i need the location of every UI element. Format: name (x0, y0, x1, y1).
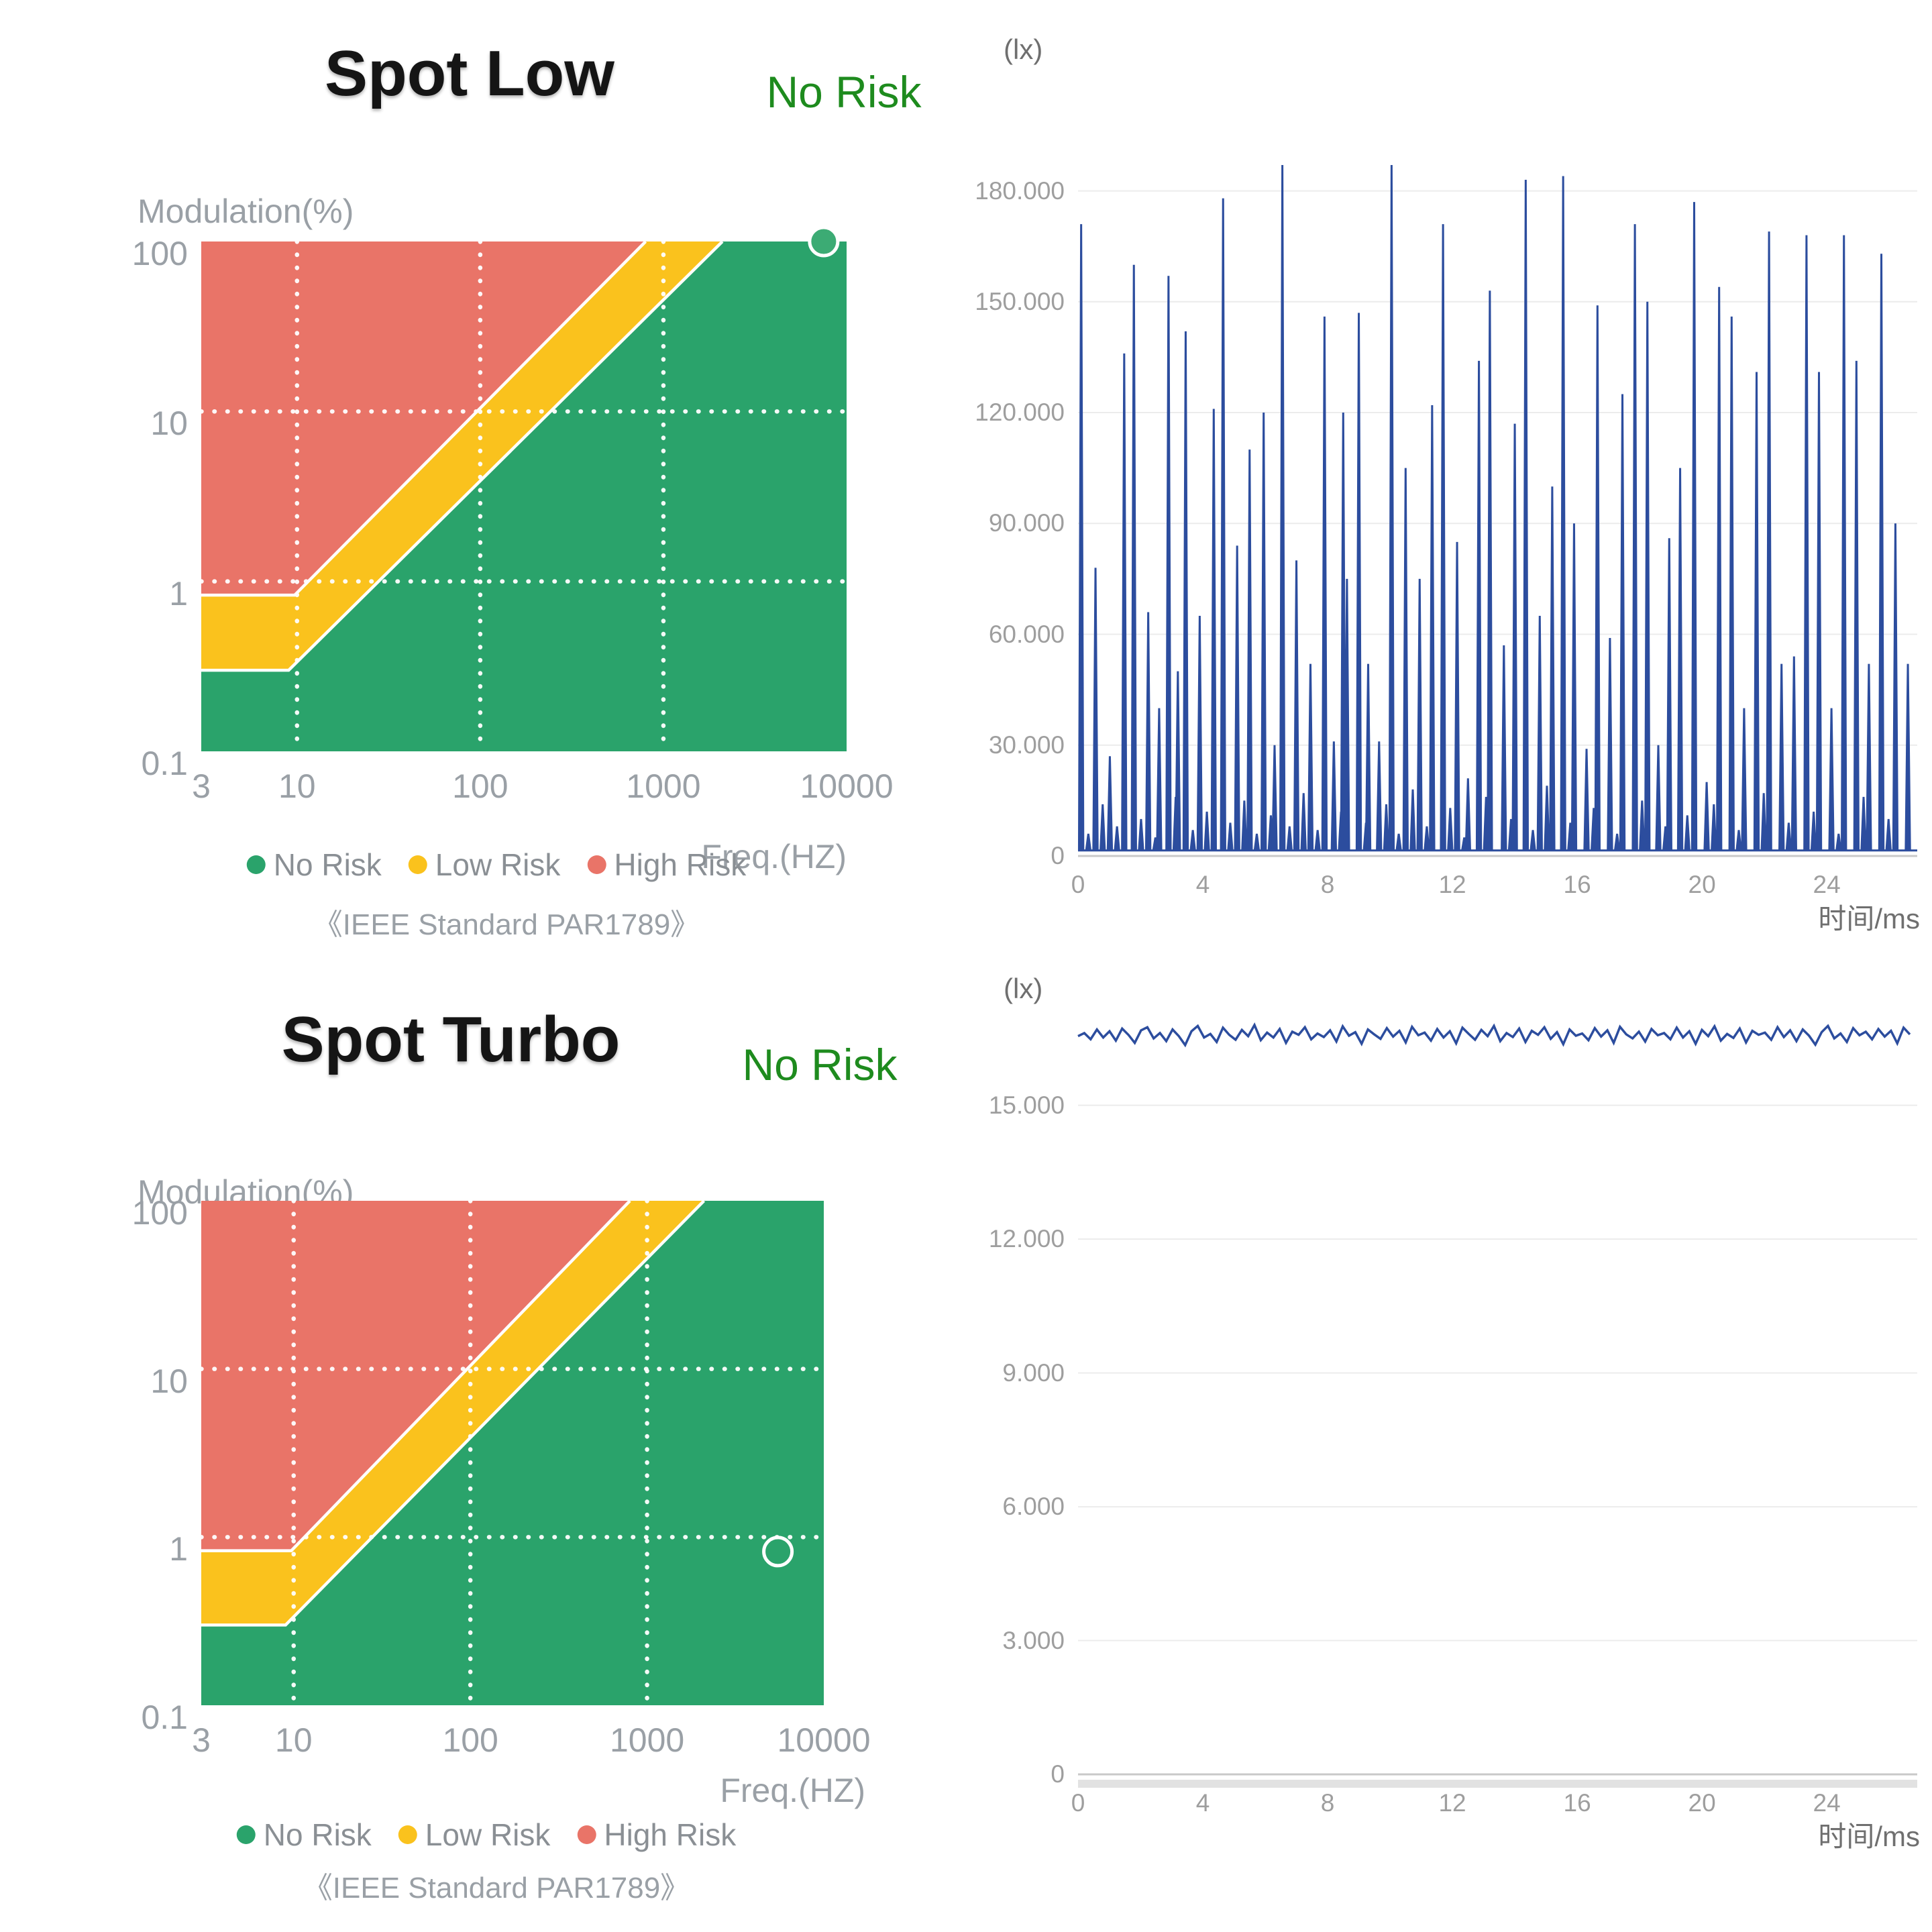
x-axis-label-time-turbo: 时间/ms (1818, 1821, 1920, 1852)
x-axis-label-freq-turbo: Freq.(HZ) (720, 1772, 865, 1809)
legend-dot (398, 1825, 417, 1844)
data-point-marker (808, 225, 840, 258)
x-axis-tick-label: 4 (1195, 871, 1210, 898)
waveform-chart-spot-turbo (1077, 1022, 1917, 1788)
x-axis-tick-label: 10 (274, 1721, 313, 1759)
x-axis-label-freq-low: Freq.(HZ) (701, 838, 847, 875)
low-risk-region (201, 1201, 704, 1625)
risk-legend-low: No Risk Low Risk High Risk (246, 847, 746, 883)
legend-item-low-risk: Low Risk (398, 1817, 551, 1853)
y-axis-tick-label: 1 (169, 1530, 188, 1568)
y-axis-tick-label: 10 (150, 1362, 188, 1400)
x-axis-label-time-low: 时间/ms (1818, 903, 1920, 934)
y-axis-tick-label: 100 (131, 1194, 188, 1232)
legend-item-high-risk: High Risk (577, 1817, 736, 1853)
legend-item-no-risk: No Risk (246, 847, 382, 883)
low-risk-boundary-line (201, 1199, 706, 1627)
x-axis-tick-label: 3 (192, 1721, 211, 1759)
risk-region-chart-spot-low (199, 225, 849, 754)
legend-item-low-risk: Low Risk (408, 847, 561, 883)
x-axis-tick-label: 16 (1563, 1789, 1591, 1817)
legend-label: No Risk (273, 847, 382, 882)
low-risk-region (201, 241, 722, 671)
y-axis-tick-label: 0.1 (141, 1699, 188, 1736)
x-axis-tick-label: 0 (1071, 1789, 1085, 1817)
y-axis-tick-label: 0.1 (141, 745, 188, 782)
x-axis-tick-label: 12 (1438, 871, 1466, 898)
x-axis-tick-label: 10000 (800, 767, 894, 805)
waveform-series (1077, 1022, 1911, 1048)
y-axis-tick-label: 90.000 (988, 509, 1065, 537)
y-axis-tick-label: 3.000 (1002, 1626, 1065, 1654)
risk-status-spot-turbo: No Risk (742, 1040, 898, 1089)
x-axis-tick-label: 24 (1813, 1789, 1841, 1817)
x-axis-tick-label: 10 (278, 767, 316, 805)
data-point-marker (762, 1536, 794, 1568)
y-axis-tick-label: 6.000 (1002, 1493, 1065, 1521)
legend-label: High Risk (604, 1817, 737, 1852)
unit-label-lx-turbo: (lx) (1004, 973, 1043, 1004)
risk-status-spot-low: No Risk (766, 67, 922, 117)
y-axis-tick-label: 150.000 (975, 287, 1065, 315)
legend-label: Low Risk (425, 1817, 551, 1852)
y-axis-tick-label: 100 (131, 235, 188, 272)
legend-label: High Risk (614, 847, 747, 882)
x-axis-tick-label: 12 (1438, 1789, 1466, 1817)
legend-dot (577, 1825, 596, 1844)
chart-title-spot-low: Spot Low (325, 38, 614, 109)
x-axis-tick-label: 8 (1320, 871, 1335, 898)
y-axis-tick-label: 1 (169, 574, 188, 612)
waveform-series (1077, 165, 1911, 851)
waveform-chart-spot-low (1077, 165, 1917, 857)
y-axis-tick-label: 120.000 (975, 398, 1065, 427)
y-axis-tick-label: 15.000 (988, 1091, 1065, 1119)
x-axis-tick-label: 8 (1320, 1789, 1335, 1817)
x-axis-tick-label: 10000 (777, 1721, 871, 1759)
risk-region-chart-spot-turbo (199, 1198, 826, 1708)
x-axis-tick-label: 3 (192, 767, 211, 805)
high-risk-region (201, 1201, 631, 1551)
legend-dot (408, 855, 427, 874)
legend-item-no-risk: No Risk (236, 1817, 372, 1853)
y-axis-tick-label: 0 (1051, 1760, 1065, 1788)
x-axis-tick-label: 100 (452, 767, 508, 805)
high-risk-boundary-line (201, 240, 647, 597)
legend-dot (246, 855, 266, 874)
axis-band (1078, 1780, 1917, 1788)
y-axis-tick-label: 0 (1051, 842, 1065, 869)
risk-legend-turbo: No Risk Low Risk High Risk (236, 1817, 736, 1853)
legend-label: Low Risk (435, 847, 561, 882)
standard-caption-low: 《IEEE Standard PAR1789》 (313, 908, 700, 941)
low-risk-boundary-line (201, 240, 724, 672)
unit-label-lx-low: (lx) (1004, 34, 1043, 65)
y-axis-tick-label: 180.000 (975, 176, 1065, 205)
y-axis-tick-label: 60.000 (988, 620, 1065, 648)
high-risk-boundary-line (201, 1199, 631, 1552)
legend-item-high-risk: High Risk (587, 847, 746, 883)
high-risk-region (201, 241, 646, 596)
chart-title-spot-turbo: Spot Turbo (281, 1004, 621, 1075)
x-axis-tick-label: 16 (1563, 871, 1591, 898)
x-axis-tick-label: 1000 (626, 767, 701, 805)
x-axis-tick-label: 4 (1195, 1789, 1210, 1817)
legend-dot (236, 1825, 256, 1844)
x-axis-tick-label: 0 (1071, 871, 1085, 898)
y-axis-tick-label: 12.000 (988, 1225, 1065, 1253)
legend-dot (587, 855, 606, 874)
x-axis-tick-label: 100 (442, 1721, 498, 1759)
x-axis-tick-label: 20 (1688, 1789, 1716, 1817)
y-axis-tick-label: 9.000 (1002, 1358, 1065, 1387)
x-axis-tick-label: 20 (1688, 871, 1716, 898)
x-axis-tick-label: 24 (1813, 871, 1841, 898)
standard-caption-turbo: 《IEEE Standard PAR1789》 (303, 1872, 690, 1904)
legend-label: No Risk (263, 1817, 372, 1852)
y-axis-tick-label: 30.000 (988, 731, 1065, 759)
x-axis-tick-label: 1000 (609, 1721, 685, 1759)
y-axis-label-modulation-low: Modulation(%) (138, 193, 354, 230)
y-axis-tick-label: 10 (150, 405, 188, 443)
